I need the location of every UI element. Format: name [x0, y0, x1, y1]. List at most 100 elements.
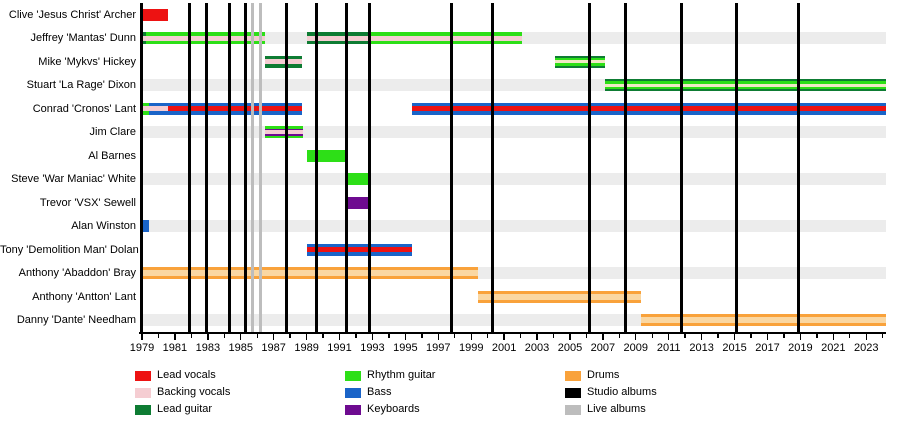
timeline-bar [168, 102, 302, 115]
studio-album-line [244, 3, 248, 332]
bar-stripe-rhythm-guitar [265, 135, 304, 139]
bar-stripe-drums-light [477, 293, 641, 300]
bar-stripe-cream [604, 83, 886, 87]
studio-album-line [188, 3, 192, 332]
axis-major-tick [240, 334, 242, 340]
bar-stripe-drums [477, 299, 641, 303]
axis-minor-tick [486, 334, 489, 338]
axis-year-label: 2005 [557, 342, 583, 354]
timeline-bar [345, 196, 369, 209]
bar-stripe-lead-guitar [306, 40, 369, 45]
bar-stripe-drums [477, 290, 641, 294]
axis-major-tick [141, 334, 143, 340]
bar-stripe-rhythm-guitar [555, 57, 605, 61]
axis-major-tick [371, 334, 374, 340]
axis-minor-tick [322, 334, 324, 338]
bar-stripe-drums [142, 276, 478, 280]
bar-stripe-bass [411, 111, 886, 115]
legend-swatch-drums [565, 371, 581, 381]
timeline-bar [148, 102, 169, 115]
axis-minor-tick [157, 334, 160, 338]
axis-year-label: 1981 [162, 342, 188, 354]
row-shading-band [142, 220, 886, 233]
timeline-bar [265, 126, 304, 139]
bar-stripe-lead-vocals [168, 106, 302, 112]
timeline-bar [142, 220, 150, 233]
legend-label: Keyboards [367, 403, 420, 415]
member-label: Conrad 'Cronos' Lant [32, 102, 136, 115]
axis-major-tick [536, 334, 538, 340]
axis-year-label: 2019 [788, 342, 813, 354]
axis-minor-tick [519, 334, 522, 338]
axis-minor-tick [618, 334, 621, 338]
legend-swatch-studio-albums [565, 388, 581, 398]
axis-year-label: 2001 [491, 342, 517, 354]
member-label: Clive 'Jesus Christ' Archer [8, 8, 136, 21]
timeline-bar [411, 102, 886, 115]
studio-album-line [344, 3, 348, 332]
bar-stripe-drums [640, 323, 886, 327]
legend-swatch-lead-guitar [135, 405, 151, 415]
legend-label: Studio albums [587, 386, 657, 398]
timeline-bar [142, 8, 169, 21]
legend-label: Bass [367, 386, 392, 398]
member-label: Anthony 'Antton' Lant [32, 290, 136, 303]
member-label: Mike 'Mykvs' Hickey [38, 55, 136, 68]
axis-year-label: 1985 [228, 342, 253, 354]
axis-minor-tick [849, 334, 851, 338]
axis-year-label: 2023 [853, 342, 879, 354]
axis-major-tick [865, 334, 867, 340]
bar-stripe-backing-vocals [265, 59, 302, 65]
axis-minor-tick [256, 334, 258, 338]
axis-major-tick [700, 334, 703, 340]
bar-stripe-lead-guitar [555, 65, 605, 68]
bar-stripe-rhythm-guitar [368, 32, 523, 36]
axis-minor-tick [190, 334, 193, 338]
member-label: Al Barnes [88, 149, 136, 162]
timeline-bar [306, 32, 369, 45]
row-shading-band [142, 126, 886, 139]
bar-stripe-lead-guitar [604, 79, 886, 82]
studio-album-line [314, 3, 318, 332]
bar-stripe-backing-vocals [265, 130, 304, 135]
axis-year-label: 1993 [360, 342, 385, 354]
studio-album-line [285, 3, 289, 332]
axis-year-label: 1997 [426, 342, 451, 354]
legend-label: Backing vocals [157, 386, 231, 398]
studio-album-line [680, 3, 684, 332]
axis-year-label: 1999 [458, 342, 484, 354]
bar-stripe-rhythm-guitar [142, 111, 149, 115]
axis-year-label: 1991 [327, 342, 352, 354]
legend-swatch-rhythm-guitar [345, 371, 361, 381]
timeline-bar [555, 55, 605, 68]
bar-stripe-lead-guitar [142, 32, 147, 36]
row-shading-band [142, 173, 886, 186]
bar-stripe-rhythm-guitar [142, 102, 149, 107]
bar-stripe-cream [555, 60, 605, 64]
bar-stripe-bass [148, 102, 169, 107]
live-album-line [259, 3, 262, 332]
timeline-bar [306, 149, 346, 162]
studio-album-line [588, 3, 592, 332]
axis-major-tick [832, 334, 835, 340]
axis-major-tick [437, 334, 439, 340]
axis-year-label: 1995 [393, 342, 418, 354]
bar-stripe-lead-guitar [265, 64, 302, 68]
bar-stripe-backing-vocals [142, 35, 147, 41]
member-label: Jim Clare [89, 126, 136, 139]
axis-year-label: 1987 [261, 342, 286, 354]
axis-minor-tick [421, 334, 423, 338]
bar-stripe-keyboards [345, 196, 369, 209]
axis-minor-tick [388, 334, 390, 338]
bar-stripe-backing-vocals [142, 106, 149, 112]
axis-major-tick [569, 334, 571, 340]
axis-year-label: 2021 [821, 342, 846, 354]
studio-album-line [491, 3, 495, 332]
legend-label: Lead guitar [157, 403, 213, 415]
axis-major-tick [602, 334, 604, 340]
axis-year-label: 1989 [294, 342, 319, 354]
timeline-bar [265, 55, 302, 68]
axis-major-tick [174, 334, 176, 340]
bar-stripe-bass [306, 252, 412, 256]
